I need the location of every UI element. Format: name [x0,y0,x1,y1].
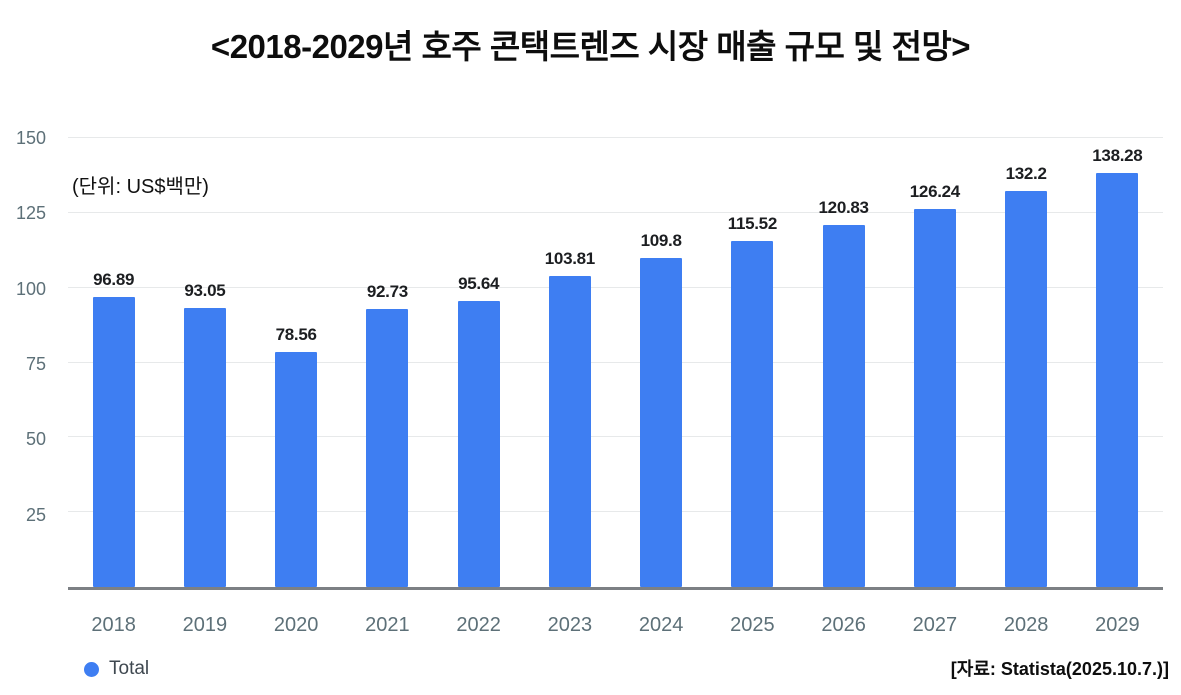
bar-value-label: 138.28 [1092,146,1143,166]
x-tick-label: 2022 [456,614,501,636]
y-tick-label: 25 [25,504,46,525]
bar [275,351,318,587]
bar [640,258,683,587]
x-tick-label: 2021 [365,614,410,636]
bar-value-label: 92.73 [366,282,408,302]
x-tick-label: 2028 [1003,614,1049,636]
bar [1005,191,1048,587]
bar [822,225,865,587]
gridline [68,511,1163,513]
bar-column: 78.56 [251,138,342,587]
x-tick-label: 2023 [547,614,593,636]
bar-value-label: 109.8 [640,231,682,251]
x-tick-label: 2027 [912,614,958,636]
source-note: [자료: Statista(2025.10.7.)] [950,659,1169,679]
bar-value-label: 120.83 [818,198,870,218]
unit-label: (단위: US$백만) [72,176,209,198]
gridline [68,286,1163,288]
y-tick-label: 100 [15,278,46,299]
bar-value-label: 126.24 [909,182,961,202]
bar-column: 120.83 [798,138,889,587]
bar-value-label: 78.56 [275,324,317,344]
y-tick-label: 125 [15,203,46,224]
legend: Total [84,658,149,680]
x-tick-label: 2019 [182,614,228,636]
bar [731,241,774,587]
bar-column: 93.05 [159,138,250,587]
plot-area: 96.89 93.05 78.56 92.73 95.64 103.81 109.8 115.… [68,137,1163,590]
bar-column: 126.24 [889,138,980,587]
legend-marker-circle-icon [84,661,99,677]
x-tick-label: 2024 [638,614,684,636]
bar [913,209,956,587]
bar-value-label: 93.05 [184,281,226,301]
x-tick-label: 2020 [273,614,319,636]
bar [183,308,226,587]
bar-column: 138.28 [1072,138,1163,587]
bar-value-label: 96.89 [93,269,135,289]
y-axis-tick-labels: 25 50 75 100 125 150 [0,129,50,590]
legend-label: Total [109,658,150,679]
gridline [68,211,1163,213]
x-tick-label: 2018 [91,614,136,636]
y-tick-label: 75 [25,354,46,374]
bar [366,309,409,587]
bar-column: 95.64 [433,138,524,587]
bar-value-label: 95.64 [458,273,500,293]
bar [92,296,135,587]
bar [548,276,591,587]
bar-value-label: 103.81 [544,249,596,269]
gridline [68,361,1163,363]
x-tick-label: 2029 [1095,614,1140,636]
bar-columns: 96.89 93.05 78.56 92.73 95.64 103.81 109.8 115.… [68,138,1163,587]
x-tick-label: 2026 [821,614,866,636]
bar-column: 115.52 [707,138,798,587]
bar-value-label: 115.52 [727,214,778,234]
x-axis-tick-labels: 2018 2019 2020 2021 2022 2023 2024 2025 2026 2027… [68,614,1163,637]
bar-column: 92.73 [342,138,433,587]
bar-value-label: 132.2 [1005,164,1047,184]
gridline [68,436,1163,438]
chart-title: <2018-2029년 호주 콘택트렌즈 시장 매출 규모 및 전망> [210,28,971,65]
bar-column: 132.2 [981,138,1072,587]
y-tick-label: 50 [25,429,46,450]
x-tick-label: 2025 [730,614,775,636]
bar-column: 109.8 [616,138,707,587]
y-tick-label: 150 [15,128,46,148]
bar [457,300,500,587]
gridline [68,137,1163,138]
bar-column: 96.89 [68,138,159,587]
bar [1096,173,1139,587]
bar-column: 103.81 [524,138,615,587]
